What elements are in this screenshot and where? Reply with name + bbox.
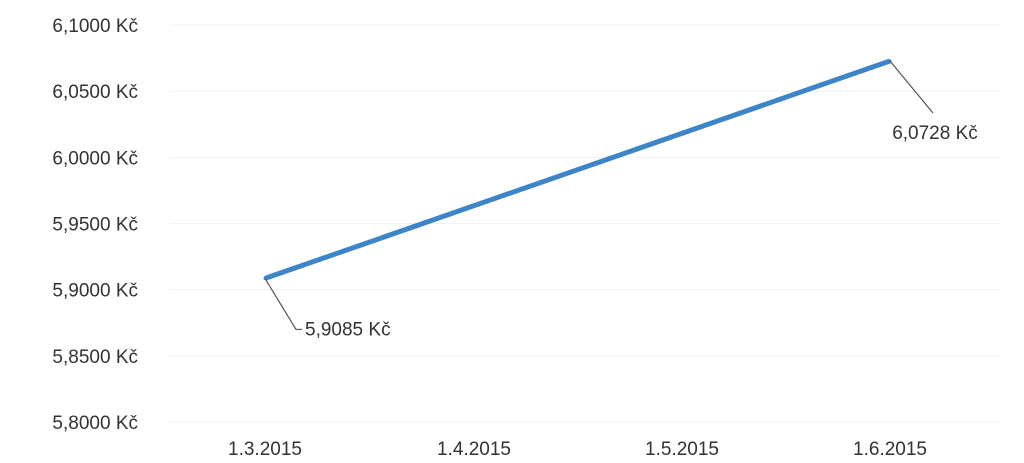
y-tick-label: 5,8000 Kč (52, 413, 138, 434)
x-axis: 1.3.2015 1.4.2015 1.5.2015 1.6.2015 (228, 439, 927, 460)
series-layer (263, 58, 892, 281)
data-label-layer: 5,9085 Kč 6,0728 Kč (264, 60, 978, 340)
series-line (264, 58, 891, 281)
data-label: 5,9085 Kč (305, 319, 391, 340)
y-tick-label: 5,9000 Kč (52, 281, 138, 302)
y-tick-label: 6,0000 Kč (52, 148, 138, 169)
x-tick-label: 1.3.2015 (228, 439, 302, 460)
x-tick-label: 1.4.2015 (437, 439, 511, 460)
y-tick-label: 5,9500 Kč (52, 215, 138, 236)
y-tick-label: 6,0500 Kč (52, 82, 138, 103)
x-tick-label: 1.6.2015 (853, 439, 927, 460)
data-label-leader (264, 278, 302, 331)
data-label-leader (889, 60, 934, 114)
y-tick-label: 6,1000 Kč (52, 16, 138, 37)
y-axis: 6,1000 Kč 6,0500 Kč 6,0000 Kč 5,9500 Kč 5,90… (52, 16, 138, 434)
grid-layer (170, 24, 1000, 423)
data-label: 6,0728 Kč (892, 123, 978, 144)
x-tick-label: 1.5.2015 (645, 439, 719, 460)
y-tick-label: 5,8500 Kč (52, 347, 138, 368)
